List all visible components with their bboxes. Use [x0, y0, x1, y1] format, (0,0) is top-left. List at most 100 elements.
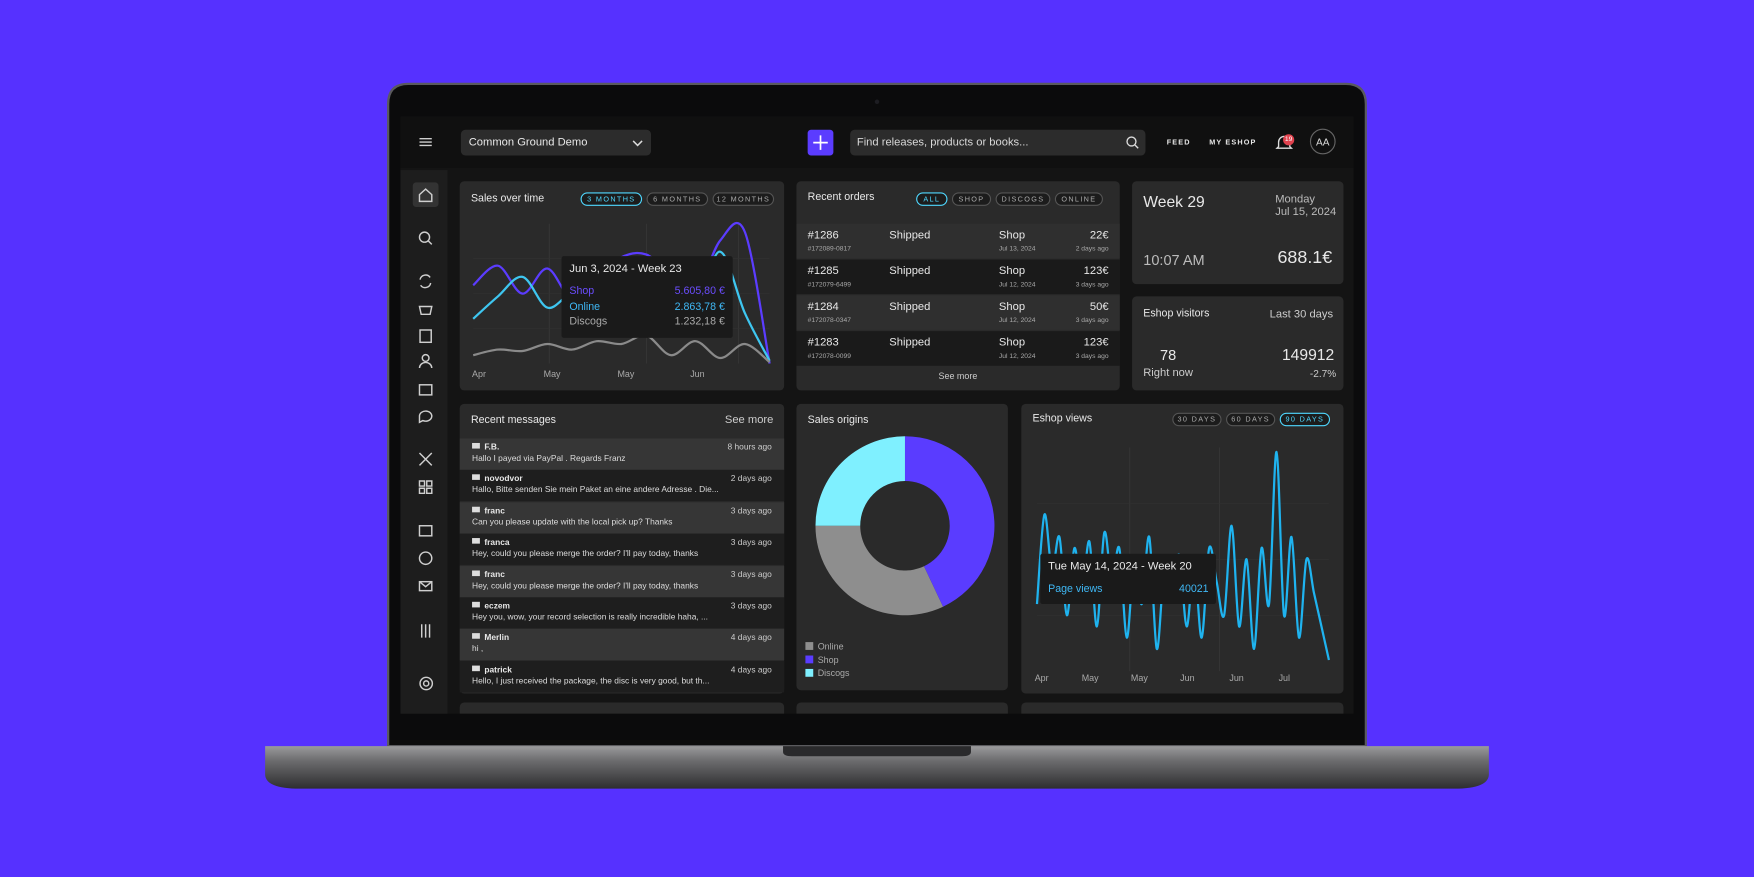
chat-icon	[418, 410, 433, 424]
message-row	[459, 470, 785, 502]
chevron	[632, 140, 643, 147]
order-row	[796, 331, 1120, 366]
card-partial	[1021, 702, 1344, 714]
message-text: hi ,	[472, 643, 484, 654]
range-pill[interactable]: SHOP	[951, 192, 992, 206]
order-status: Shipped	[889, 336, 931, 350]
tooltip-series: Discogs	[569, 315, 608, 328]
mail-icon	[472, 506, 480, 513]
see-more[interactable]: See more	[724, 413, 774, 427]
tooltip-series: Online	[569, 300, 601, 313]
message-text: Can you please update with the local pic…	[472, 516, 673, 527]
laptop-base	[265, 746, 1489, 789]
order-ref: #172078-0099	[807, 353, 851, 361]
week-day: Monday	[1275, 193, 1316, 206]
message-text: Hallo, Bitte senden Sie mein Paket an ei…	[472, 484, 719, 495]
range-pill[interactable]: 12 MONTHS	[712, 192, 775, 206]
store-select[interactable]	[460, 129, 652, 156]
range-pill[interactable]: 30 DAYS	[1172, 412, 1222, 427]
mail-icon	[472, 474, 480, 481]
mail-icon	[418, 580, 433, 592]
grid-icon	[418, 480, 433, 495]
notch	[783, 746, 971, 757]
note-icon	[418, 525, 433, 537]
avatar[interactable]: AA	[1309, 128, 1336, 155]
see-more[interactable]: See more	[938, 371, 978, 382]
order-ref: #172089-0817	[807, 246, 851, 253]
line-series	[1035, 450, 1331, 661]
line-series	[472, 222, 771, 364]
order-date: Jul 12, 2024	[998, 281, 1036, 289]
x-tick-label: Jun	[1180, 673, 1194, 683]
message-row	[459, 660, 785, 693]
order-amount: 50€	[1089, 300, 1109, 314]
card-partial	[459, 702, 785, 714]
legend-swatch	[805, 642, 814, 650]
legend-swatch	[805, 668, 814, 677]
search-icon	[418, 231, 431, 243]
order-id: #1284	[807, 300, 839, 314]
message-text: Hey, could you please merge the order? I…	[472, 548, 699, 559]
legend-label: Shop	[818, 655, 839, 665]
line-series	[472, 334, 771, 364]
pie-slice	[904, 436, 995, 607]
message-row	[459, 533, 785, 566]
sync-icon	[419, 274, 432, 289]
visitors-card	[1132, 296, 1344, 391]
message-from: F.B.	[484, 441, 500, 452]
tooltip-title: Jun 3, 2024 - Week 23	[569, 262, 682, 276]
message-time: 3 days ago	[730, 568, 772, 579]
x-tick-label: May	[1131, 673, 1148, 683]
legend-label: Discogs	[818, 668, 850, 678]
range-pill[interactable]: 3 MONTHS	[580, 192, 643, 206]
order-row	[796, 223, 1120, 259]
message-time: 8 hours ago	[727, 441, 772, 452]
message-time: 3 days ago	[730, 505, 772, 516]
x-tick-label: Jun	[690, 369, 704, 379]
order-date: Jul 12, 2024	[998, 317, 1036, 325]
order-amount: 123€	[1083, 336, 1109, 350]
message-from: franc	[484, 505, 505, 516]
visitors-total: 149912	[1281, 345, 1335, 364]
tooltip-title: Tue May 14, 2024 - Week 20	[1048, 560, 1192, 573]
card-title: Recent orders	[807, 191, 875, 204]
week-revenue: 688.1€	[1277, 248, 1333, 268]
order-ref: #172079-6499	[807, 281, 851, 289]
visitors-now-label: Right now	[1143, 366, 1193, 380]
message-row	[459, 438, 785, 470]
basket-icon	[418, 305, 433, 316]
x-tick-label: Apr	[1035, 673, 1049, 683]
message-from: novodvor	[484, 473, 523, 484]
order-channel: Shop	[998, 229, 1026, 242]
range-pill[interactable]: ONLINE	[1054, 192, 1103, 206]
order-status: Shipped	[889, 229, 931, 242]
mail-icon	[472, 665, 480, 671]
legend-swatch	[805, 655, 814, 664]
message-text: Hello, I just received the package, the …	[472, 675, 710, 686]
order-ref: #172078-0347	[807, 317, 851, 325]
nav-feed[interactable]: FEED	[1166, 138, 1191, 147]
nav-eshop[interactable]: MY ESHOP	[1209, 138, 1257, 147]
order-date: Jul 13, 2024	[998, 246, 1036, 253]
sidebar	[400, 170, 448, 714]
range-pill[interactable]: 60 DAYS	[1226, 412, 1276, 427]
week-card	[1132, 181, 1344, 285]
range-pill[interactable]: DISCOGS	[995, 192, 1051, 206]
list-icon	[419, 329, 432, 344]
message-row	[459, 502, 785, 534]
tooltip-value: 2.863,78 €	[674, 300, 725, 313]
search-box[interactable]	[850, 129, 1146, 156]
pie-slice	[815, 525, 944, 616]
tooltip-value: 5.605,80 €	[674, 285, 725, 298]
x-tick-label: Jun	[1229, 673, 1243, 683]
mail-icon	[472, 538, 480, 544]
tooltip-series: Shop	[569, 285, 595, 298]
range-pill[interactable]: 90 DAYS	[1279, 412, 1331, 427]
menu-icon	[419, 137, 432, 147]
range-pill[interactable]: 6 MONTHS	[646, 192, 709, 206]
help-icon	[419, 676, 434, 691]
order-amount: 22€	[1089, 229, 1109, 242]
range-pill[interactable]: ALL	[916, 192, 948, 206]
